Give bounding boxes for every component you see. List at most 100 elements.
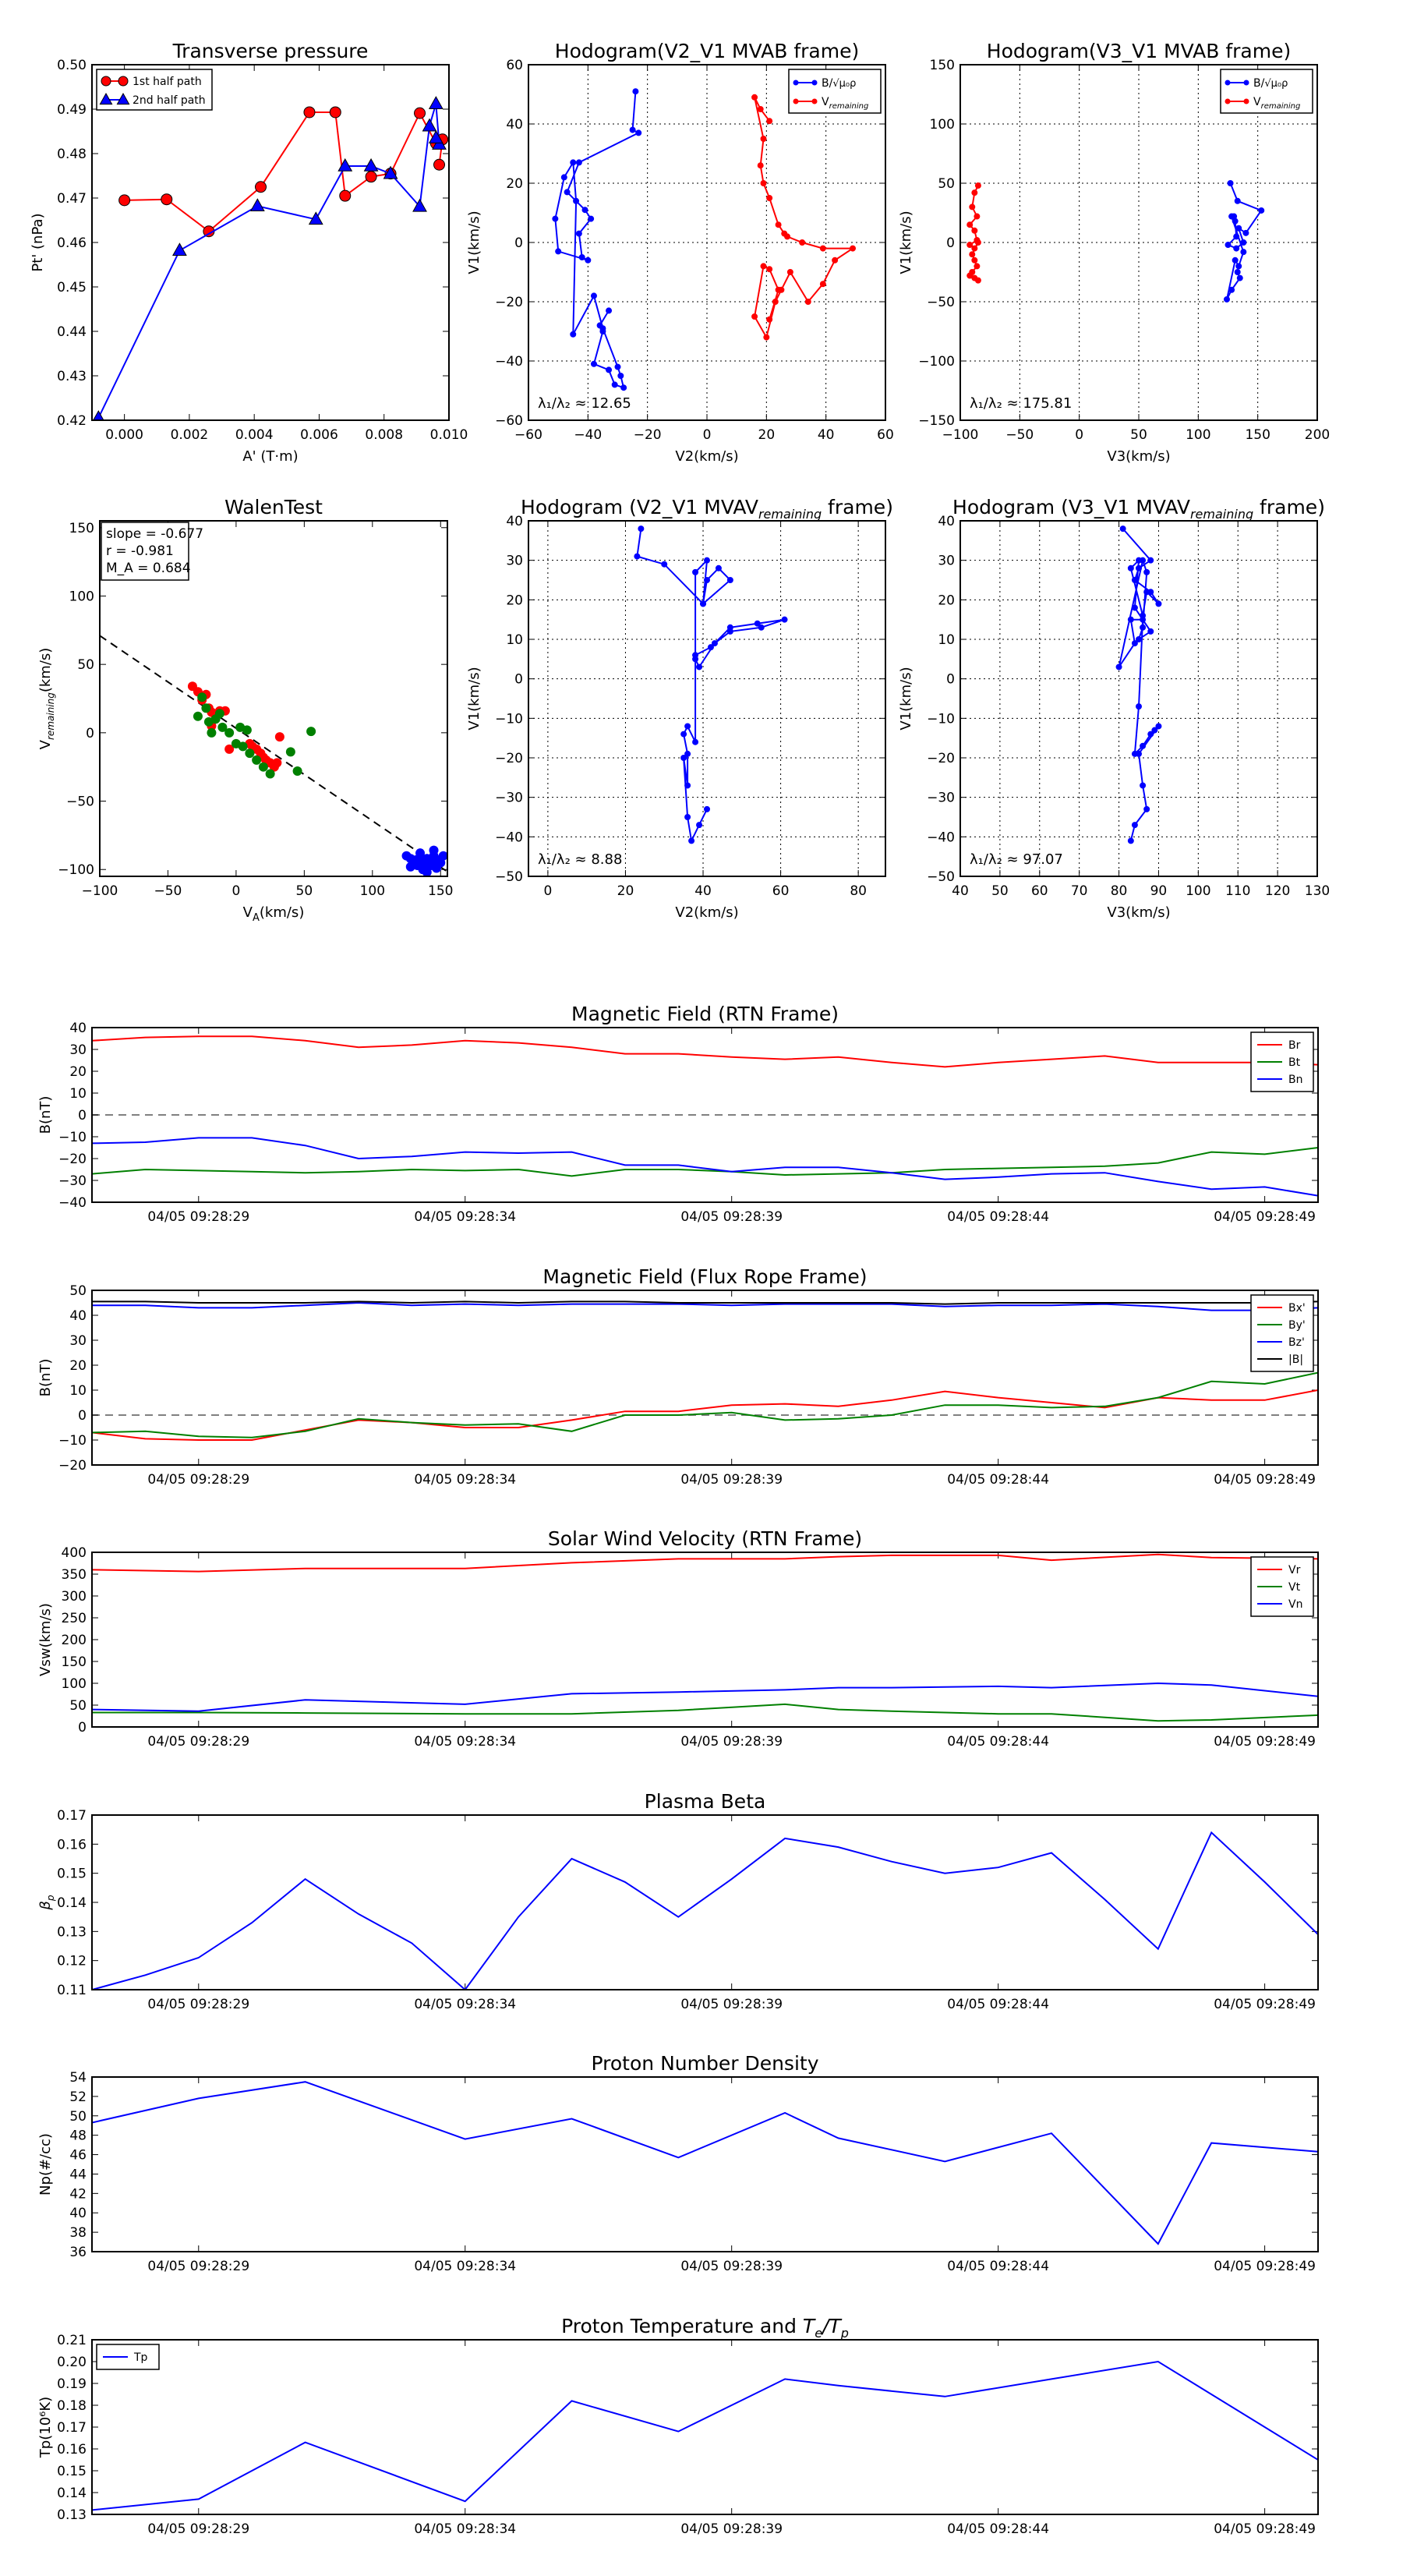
data-point (1127, 564, 1134, 571)
data-point (967, 221, 974, 228)
y-tick-label: 20 (69, 1064, 87, 1080)
y-tick-label: 48 (69, 2128, 87, 2144)
data-point (766, 316, 773, 323)
y-tick-label: 20 (938, 593, 955, 608)
y-tick-label: 100 (69, 589, 94, 604)
y-tick-label: 0.14 (57, 1895, 87, 1911)
data-point (578, 254, 585, 260)
scatter-point (245, 748, 255, 759)
y-tick-label: −40 (927, 830, 955, 845)
h1-series-1 (751, 94, 857, 341)
legend-marker (793, 98, 799, 104)
data-point (1235, 263, 1242, 270)
plot-frame (99, 520, 448, 877)
y-tick-label: 100 (62, 1676, 87, 1692)
series-line (1118, 528, 1160, 841)
x-tick-label: 50 (991, 883, 1009, 899)
data-marker (303, 106, 316, 119)
data-point (1147, 628, 1154, 635)
data-point (634, 553, 641, 560)
data-point (570, 159, 577, 166)
scatter-point (214, 709, 224, 719)
data-point (629, 126, 636, 133)
x-axis-label: V2(km/s) (675, 448, 738, 465)
data-point (599, 328, 606, 334)
x-axis-label: VA(km/s) (243, 904, 305, 924)
x-tick-label: 60 (1031, 883, 1048, 899)
data-point (804, 299, 811, 305)
x-tick-label: 150 (428, 883, 453, 899)
data-point (1232, 257, 1239, 264)
ratio-annotation: λ₁/λ₂ ≈ 12.65 (538, 395, 631, 412)
series-line (92, 1137, 1318, 1197)
data-marker (365, 171, 377, 183)
h4-series-0 (1115, 525, 1162, 844)
scatter-point (292, 766, 302, 776)
x-tick-label: 40 (952, 883, 969, 899)
data-marker (161, 193, 173, 206)
data-point (635, 129, 642, 136)
y-tick-label: 10 (938, 632, 955, 648)
x-tick-label: 04/05 09:28:44 (947, 2259, 1049, 2274)
beta-chart: 04/05 09:28:29 04/05 09:28:34 04/05 09:28:… (37, 1790, 1319, 2012)
plot-frame (91, 2339, 1319, 2515)
scatter-point (429, 845, 439, 855)
data-point (1127, 616, 1134, 623)
x-tick-label: 0 (231, 883, 240, 899)
data-point (1136, 750, 1142, 757)
data-point (711, 640, 718, 647)
chart-title: Transverse pressure (172, 40, 369, 62)
x-tick-label: 04/05 09:28:29 (147, 1997, 249, 2012)
data-point (757, 106, 764, 112)
data-marker (428, 130, 444, 143)
data-point (969, 203, 976, 211)
data-point (1240, 239, 1247, 246)
y-tick-label: 0.17 (57, 2420, 87, 2436)
scatter-point (217, 722, 228, 732)
data-point (632, 88, 639, 95)
y-tick-label: 0.16 (57, 2442, 87, 2457)
chart-title: Magnetic Field (RTN Frame) (571, 1003, 839, 1025)
chart-title: Proton Temperature and Te/Tp (561, 2315, 849, 2341)
stats-line: slope = -0.677 (106, 526, 203, 542)
data-point (766, 118, 773, 125)
y-tick-label: −10 (927, 711, 955, 727)
y-tick-label: −20 (495, 295, 523, 310)
plot-frame (91, 1290, 1319, 1466)
data-point (760, 263, 767, 270)
y-tick-label: 50 (69, 1698, 87, 1714)
x-tick-label: 110 (1225, 883, 1250, 899)
scatter-point (285, 747, 295, 757)
data-point (974, 213, 981, 220)
data-point (799, 239, 806, 246)
scatter-point (438, 851, 447, 861)
y-tick-label: 0.15 (57, 1867, 87, 1882)
tp-series-0 (118, 106, 449, 238)
data-point (1136, 703, 1142, 710)
scatter-point (408, 856, 419, 866)
data-marker (308, 211, 323, 225)
data-point (751, 94, 758, 101)
scatter-point (272, 758, 282, 768)
plot-frame (959, 64, 1318, 421)
y-tick-label: 0 (946, 672, 955, 688)
legend-tail: √μ₀ρ (1264, 78, 1288, 90)
data-point (696, 822, 703, 829)
y-tick-label: 50 (69, 2109, 87, 2125)
y-tick-label: 40 (506, 117, 523, 133)
series-line (97, 103, 440, 419)
y-tick-label: 0.17 (57, 1808, 87, 1824)
y-tick-label: −10 (495, 711, 523, 727)
xlabel-sub: A (253, 912, 260, 924)
x-tick-label: 0.004 (235, 427, 274, 443)
data-point (1140, 782, 1147, 789)
y-tick-label: 0 (78, 1108, 87, 1123)
x-tick-label: 100 (1186, 883, 1210, 899)
data-point (617, 373, 624, 379)
ylabel-v: V (37, 739, 54, 749)
tp2-series-0 (92, 2360, 1318, 2511)
x-tick-label: 60 (772, 883, 790, 899)
x-tick-label: 04/05 09:28:39 (680, 1734, 783, 1750)
y-tick-label: 0.19 (57, 2376, 87, 2392)
legend-label: Bt (1288, 1056, 1301, 1069)
